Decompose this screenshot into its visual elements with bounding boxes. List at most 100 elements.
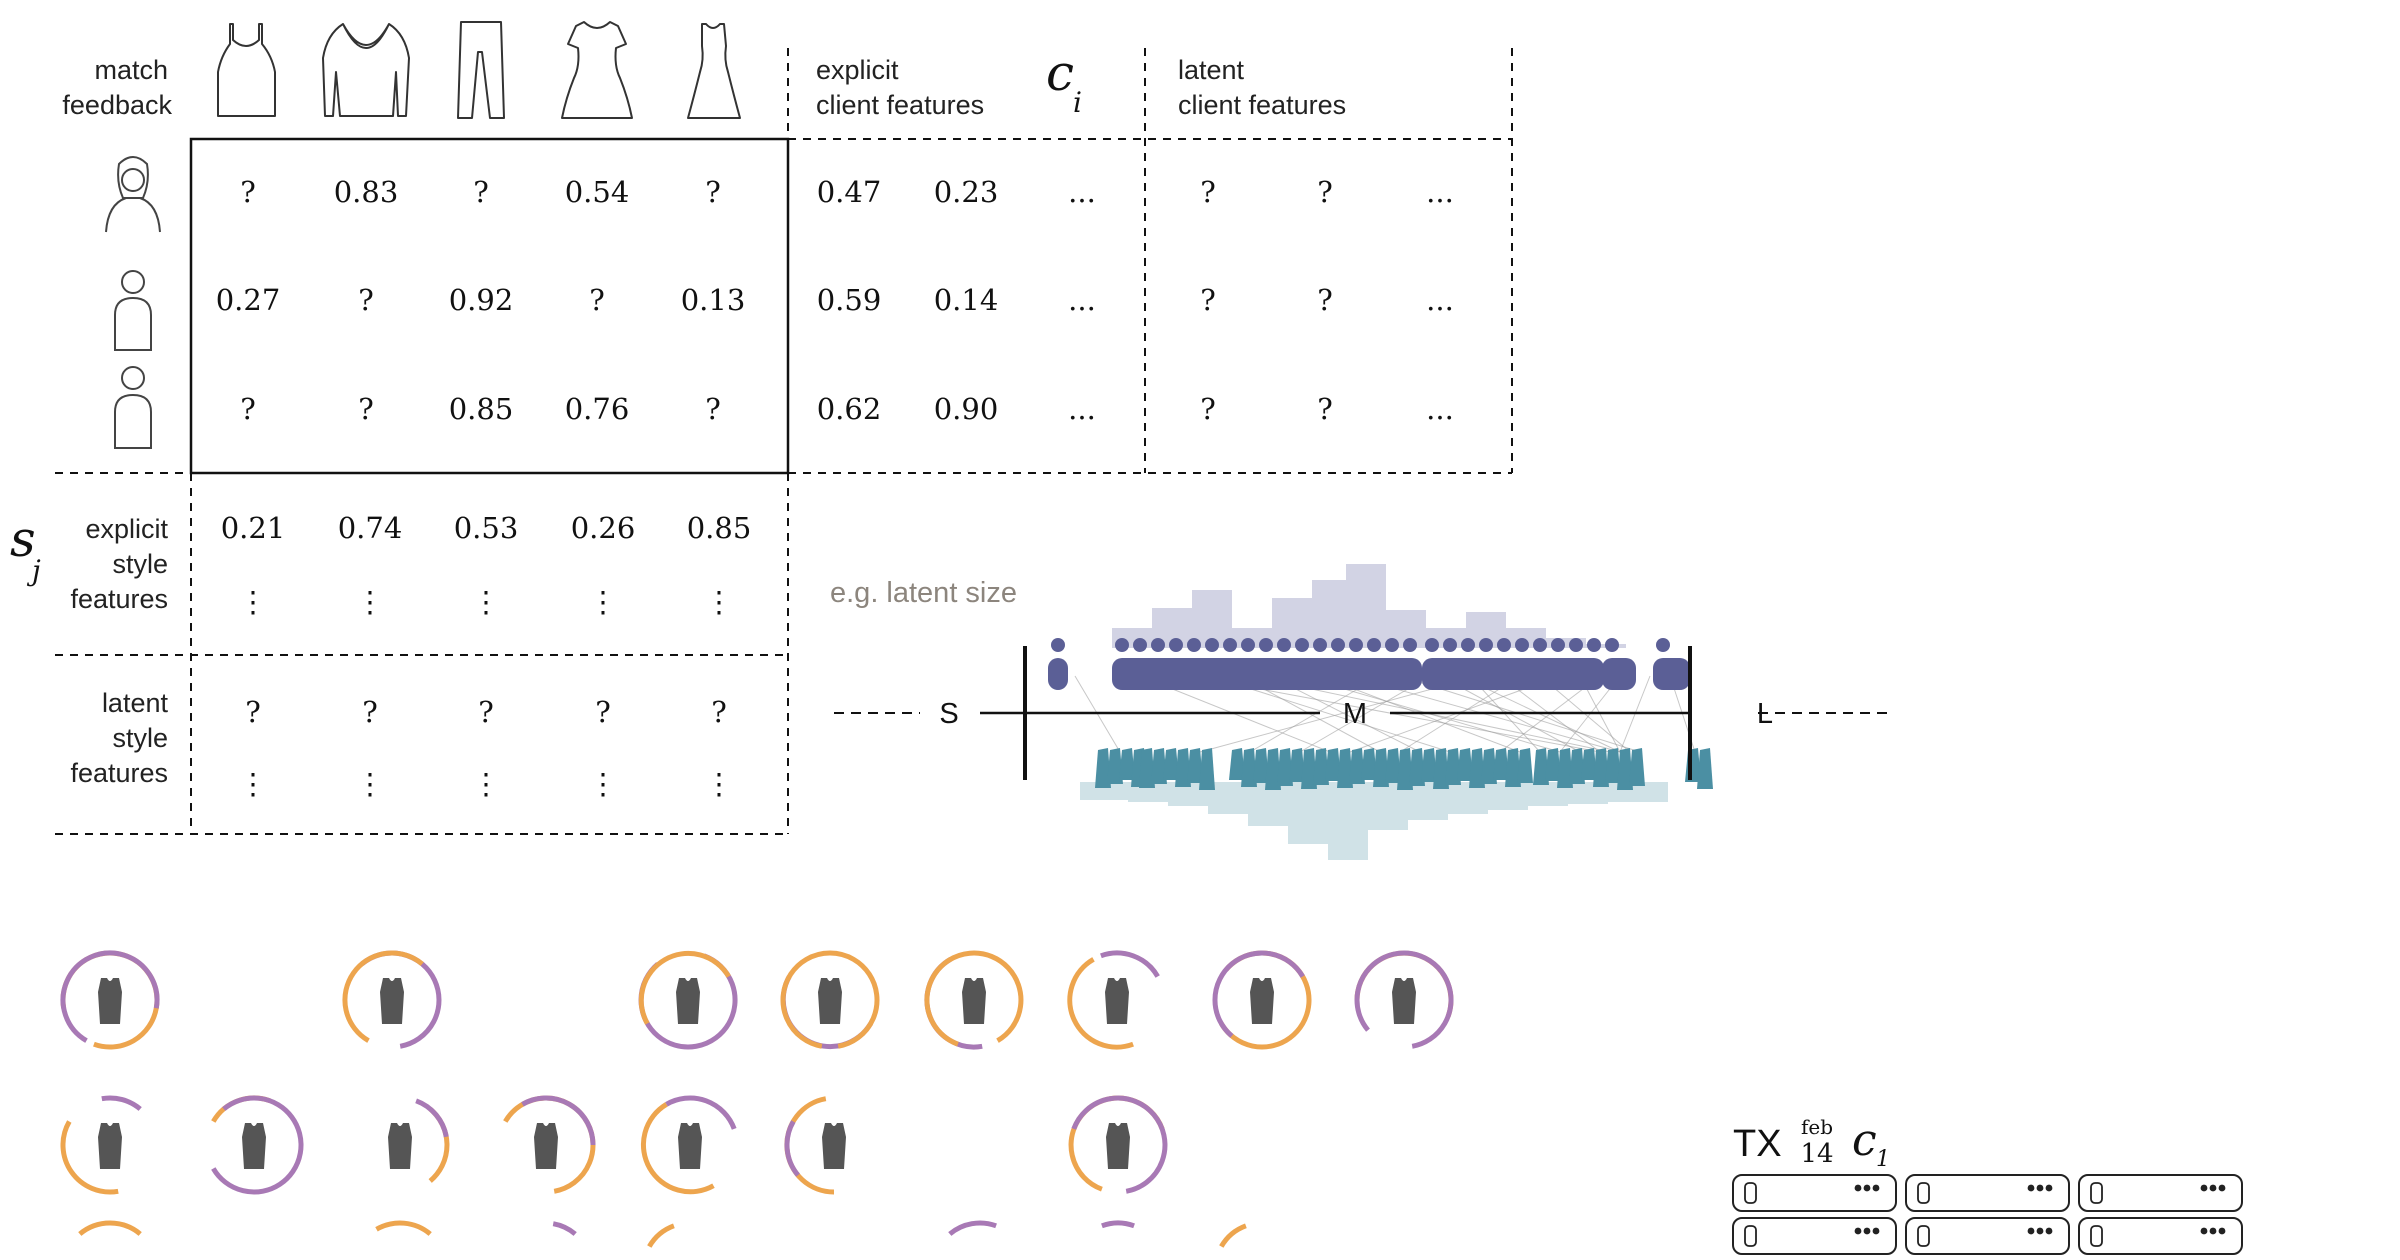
size-label-large: L (1757, 698, 1773, 730)
style-garment-icon (1517, 748, 1533, 783)
garment-icon (962, 978, 986, 1024)
style-garment-icon (1445, 748, 1461, 785)
latent-client-values: ? ? ... ? ? ... ? ? ... (1200, 175, 1454, 426)
transaction-client-symbol: c (1852, 1115, 1877, 1166)
client-head (1403, 638, 1417, 652)
garment-icon (380, 978, 404, 1024)
style-garment-icon (1629, 748, 1645, 786)
style-ellipsis: ⋮ (239, 585, 268, 619)
transaction-day: 14 (1800, 1139, 1833, 1169)
maxi-dress-icon (687, 23, 741, 119)
client-head (1656, 638, 1670, 652)
client-head (1587, 638, 1601, 652)
transaction-slot (2078, 1217, 2243, 1255)
client-head (1515, 638, 1529, 652)
shipment-ring-arc (1219, 1223, 1247, 1248)
garment-icon (388, 1123, 412, 1169)
client-head (1241, 638, 1255, 652)
client-feature-cell: ... (1068, 283, 1096, 317)
shipment-ring-arc (780, 950, 880, 1049)
shipment-ring-arc (1071, 1095, 1168, 1194)
latent-client-label-line2: client features (1178, 90, 1346, 120)
matrix-cell: ? (358, 392, 374, 426)
client-head (1385, 638, 1399, 652)
style-garment-icon (1593, 748, 1609, 787)
style-histogram-bar (1568, 782, 1608, 804)
garment-icon (822, 1123, 846, 1169)
latent-style-values: ? ? ? ? ? ⋮ ⋮ ⋮ ⋮ ⋮ (239, 695, 734, 801)
client-head (1349, 638, 1363, 652)
garment-icon (678, 1123, 702, 1169)
latent-style-cell: ? (595, 695, 611, 729)
more-icon-dot (2200, 1184, 2208, 1192)
size-label-small: S (939, 698, 958, 730)
style-feature-cell: 0.26 (571, 511, 636, 545)
explicit-style-label-line1: explicit (85, 514, 168, 544)
style-histogram-bar (1288, 782, 1328, 844)
more-icon-dot (1872, 1227, 1880, 1235)
style-garment-icon (1313, 748, 1329, 785)
size-label-medium: M (1343, 698, 1367, 730)
client-head (1205, 638, 1219, 652)
shipment-ring-arc (640, 1102, 715, 1195)
client-feature-cell: ... (1068, 392, 1096, 426)
shipment-ring-arc (342, 950, 424, 1043)
style-garment-icon (1119, 748, 1135, 780)
style-garment-icon (1533, 748, 1549, 785)
style-garment-icon (1277, 748, 1293, 786)
style-figures (1095, 748, 1713, 790)
shipment-ring-arc (784, 1120, 800, 1177)
transaction-month: feb (1801, 1115, 1833, 1139)
explicit-style-values: 0.21 0.74 0.53 0.26 0.85 ⋮ ⋮ ⋮ ⋮ ⋮ (221, 511, 752, 619)
slot-toggle-icon (1917, 1182, 1930, 1204)
client-icons (105, 156, 161, 449)
transaction-slot (2078, 1174, 2243, 1212)
client-head (1569, 638, 1583, 652)
client-feature-cell: 0.47 (817, 175, 882, 209)
style-garment-icon (1481, 748, 1497, 784)
style-garment-icon (1581, 748, 1597, 780)
latent-style-cell: ? (478, 695, 494, 729)
matrix-cell: ? (705, 175, 721, 209)
slot-toggle-icon (2090, 1182, 2103, 1204)
latent-style-ellipsis: ⋮ (472, 767, 501, 801)
style-garment-icon (1569, 748, 1585, 784)
shipment-ring-arc (1354, 950, 1454, 1049)
garment-icon (676, 978, 700, 1024)
style-garment-icon (1397, 748, 1413, 790)
latent-client-cell: ? (1200, 175, 1216, 209)
more-icon-dot (2045, 1227, 2053, 1235)
explicit-client-label-line2: client features (816, 90, 984, 120)
matrix-cell: ? (240, 175, 256, 209)
matrix-cell: 0.85 (449, 392, 514, 426)
more-icon-dot (2036, 1227, 2044, 1235)
sweater-icon (322, 23, 410, 117)
style-garment-icon (1617, 748, 1633, 790)
style-feature-cell: 0.21 (221, 511, 286, 545)
transaction-panel: TX feb 14 c 1 (1732, 1115, 2243, 1255)
latent-style-ellipsis: ⋮ (239, 767, 268, 801)
style-garment-icon (1199, 748, 1215, 790)
more-icon-dot (2027, 1184, 2035, 1192)
latent-style-label-line3: features (70, 758, 168, 788)
client-feature-cell: ... (1068, 175, 1096, 209)
client-symbol-subscript: i (1073, 86, 1082, 119)
style-garment-icon (1385, 748, 1401, 783)
style-garment-icon (1409, 748, 1425, 786)
shipment-ring-arc (60, 950, 160, 1043)
latent-client-cell: ... (1426, 175, 1454, 209)
matrix-cell: ? (589, 283, 605, 317)
garment-icon (242, 1123, 266, 1169)
more-icon-dot (2036, 1184, 2044, 1192)
client-feature-cell: 0.23 (934, 175, 999, 209)
tank-top-icon (217, 23, 276, 117)
latent-client-cell: ? (1200, 283, 1216, 317)
style-garment-icon (1457, 748, 1473, 781)
latent-style-cell: ? (362, 695, 378, 729)
garment-icon (1106, 1123, 1130, 1169)
style-garment-icon (1289, 748, 1305, 782)
style-icons (217, 21, 741, 119)
style-garment-icon (1265, 748, 1281, 790)
style-histogram-bar (1080, 782, 1128, 800)
